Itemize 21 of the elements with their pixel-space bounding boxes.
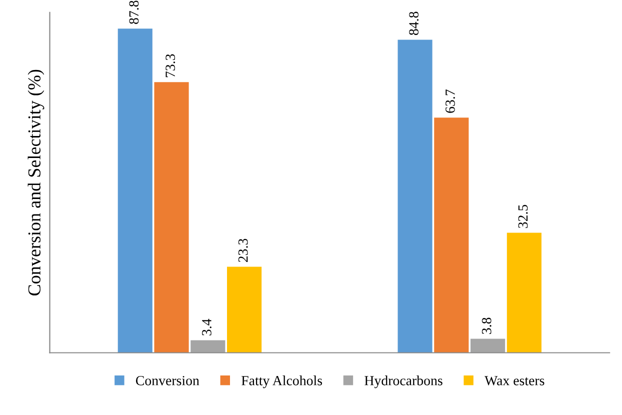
data-label: 84.8 <box>409 12 419 36</box>
bar <box>434 118 469 353</box>
legend-label: Fatty Alcohols <box>242 376 322 388</box>
data-label: 3.4 <box>202 318 212 336</box>
bar <box>227 266 262 353</box>
data-label: 23.3 <box>238 238 248 262</box>
legend-label: Hydrocarbons <box>364 376 442 388</box>
legend-label: Conversion <box>136 376 200 386</box>
data-label: 32.5 <box>518 204 528 228</box>
bar <box>470 338 506 353</box>
y-axis-title: Conversion and Selectivity (%) <box>28 70 44 296</box>
bar <box>154 82 189 353</box>
data-label: 3.8 <box>482 318 492 334</box>
bar <box>190 340 226 353</box>
bar <box>118 28 152 353</box>
data-label: 87.8 <box>129 0 139 24</box>
data-label: 73.3 <box>166 54 176 78</box>
bar <box>506 232 542 353</box>
data-label: 63.7 <box>446 90 455 113</box>
legend-label: Wax esters <box>484 376 544 386</box>
bar <box>398 40 432 353</box>
